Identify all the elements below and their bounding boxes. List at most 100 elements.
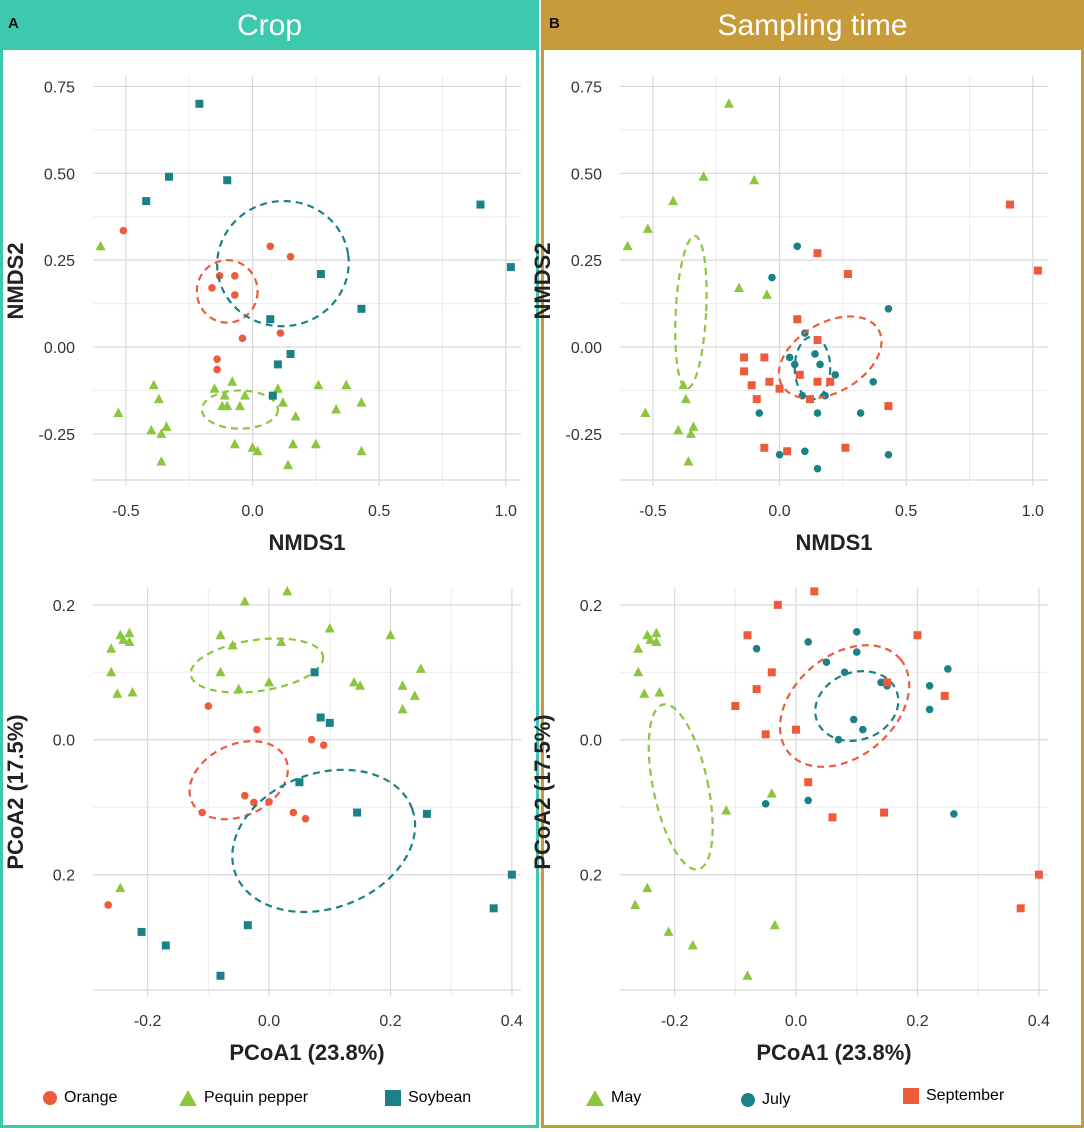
confidence-ellipse (814, 670, 900, 742)
legend-soybean-square-icon (385, 1090, 401, 1106)
x-tick-label: 0.4 (1028, 1013, 1050, 1030)
series-soybean (137, 668, 516, 980)
y-tick-label: 0.2 (53, 598, 75, 615)
data-point (683, 456, 694, 466)
data-point (804, 796, 812, 805)
data-point (668, 195, 679, 206)
data-point (767, 668, 776, 677)
data-point (849, 715, 858, 724)
x-tick-label: -0.2 (661, 1013, 689, 1030)
data-point (760, 443, 769, 452)
x-tick-label: 0.5 (368, 503, 390, 520)
data-point (216, 971, 225, 980)
data-point (687, 939, 698, 950)
data-point (272, 383, 283, 393)
y-tick-label: 0.75 (44, 79, 75, 96)
data-point (124, 627, 135, 638)
legend-b-item-september: September (902, 1087, 1004, 1105)
data-point (698, 171, 709, 181)
data-point (266, 242, 275, 251)
confidence-ellipse (778, 644, 911, 768)
data-point (289, 808, 298, 817)
x-tick-label: 0.0 (241, 503, 263, 520)
data-point (740, 353, 749, 362)
x-tick-label: 1.0 (1022, 503, 1044, 520)
data-point (765, 377, 774, 386)
data-point (828, 813, 837, 822)
data-point (1016, 904, 1025, 913)
legend-b-label-may: May (611, 1089, 642, 1106)
data-point (633, 643, 644, 653)
data-point (142, 197, 151, 206)
data-point (148, 379, 159, 390)
data-point (869, 377, 878, 386)
data-point (277, 397, 288, 407)
data-point (773, 600, 782, 609)
data-point (313, 379, 324, 390)
data-point (239, 390, 250, 400)
data-point (161, 941, 170, 950)
data-point (841, 443, 850, 452)
confidence-ellipse (777, 315, 883, 400)
data-point (273, 360, 282, 369)
panel-a: Crop A (0, 0, 539, 1128)
y-tick-label: 0.2 (580, 868, 602, 885)
data-point (950, 810, 958, 818)
y-tick-label: 0.2 (53, 868, 75, 885)
legend-a-label-orange: Orange (64, 1089, 118, 1106)
data-point (1034, 870, 1043, 879)
data-point (760, 353, 769, 362)
data-point (286, 349, 295, 358)
data-point (640, 407, 651, 418)
data-point (357, 304, 366, 313)
data-point (316, 270, 325, 279)
data-point (397, 703, 408, 714)
data-point (673, 424, 684, 435)
data-point (231, 291, 239, 299)
x-tick-label: -0.5 (639, 503, 667, 520)
data-point (752, 685, 761, 694)
data-point (742, 970, 753, 980)
data-point (813, 336, 822, 345)
data-point (840, 668, 849, 677)
x-tick-label: 0.0 (785, 1013, 807, 1030)
series-may (630, 627, 780, 980)
data-point (240, 791, 249, 800)
confidence-ellipse (216, 199, 350, 328)
data-point (680, 393, 691, 404)
data-point (290, 411, 301, 421)
data-point (208, 284, 216, 292)
confidence-ellipse (231, 768, 417, 914)
y-tick-label: 0.50 (571, 166, 602, 183)
data-point (349, 676, 360, 687)
data-point (630, 899, 641, 909)
data-point (161, 421, 172, 431)
data-point (233, 683, 244, 694)
data-point (663, 926, 674, 936)
data-point (790, 360, 799, 369)
series-orange (119, 226, 295, 374)
data-point (813, 464, 822, 473)
data-point (213, 355, 221, 363)
data-point (247, 442, 258, 452)
data-point (642, 882, 653, 893)
data-point (826, 377, 835, 386)
data-point (341, 379, 352, 390)
data-point (156, 428, 167, 438)
data-point (307, 735, 316, 744)
data-point (884, 450, 893, 459)
data-point (843, 270, 852, 279)
data-point (793, 242, 802, 251)
data-point (884, 402, 893, 411)
data-point (223, 176, 232, 185)
data-point (106, 666, 117, 677)
panel-b: Sampling time B (541, 0, 1084, 1128)
legend-a-item-pequin: Pequin pepper (178, 1089, 308, 1107)
y-tick-label: 0.0 (580, 733, 602, 750)
data-point (113, 407, 124, 418)
data-point (124, 636, 135, 646)
x-tick-label: -0.5 (112, 503, 140, 520)
data-point (633, 666, 644, 677)
data-point (793, 315, 802, 324)
data-point (146, 424, 157, 435)
